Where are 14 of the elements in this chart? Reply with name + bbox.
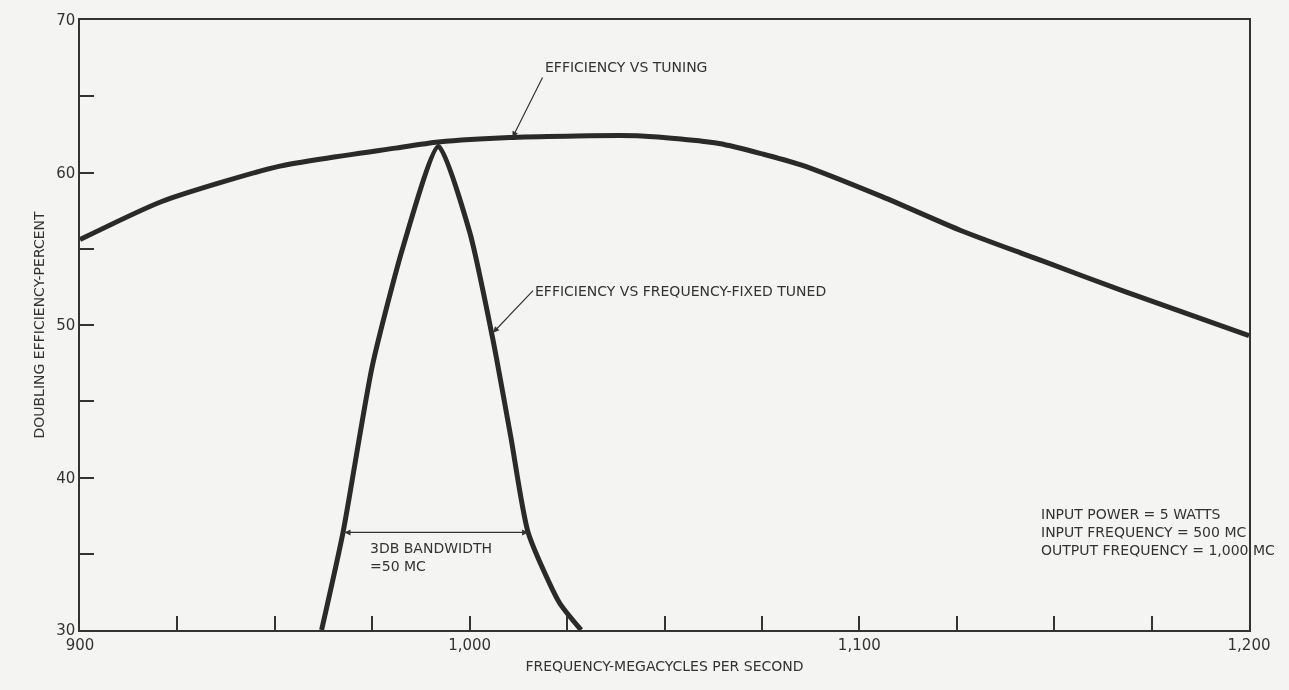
x-tick-label: 1,100: [837, 635, 881, 654]
annotation: EFFICIENCY VS FREQUENCY-FIXED TUNED: [535, 283, 827, 299]
y-axis-title: DOUBLING EFFICIENCY-PERCENT: [31, 211, 48, 439]
y-tick-label: 70: [56, 11, 76, 30]
y-tick-label: 50: [56, 316, 76, 335]
x-tick-label: 1,200: [1227, 635, 1271, 654]
x-tick-label: 900: [65, 635, 95, 654]
y-tick-label: 40: [56, 468, 76, 487]
x-axis-title: FREQUENCY-MEGACYCLES PER SECOND: [525, 657, 804, 674]
annotation: 3DB BANDWIDTH =50 MC: [370, 540, 493, 575]
annotation: EFFICIENCY VS TUNING: [545, 59, 708, 75]
y-tick-label: 60: [56, 163, 76, 182]
annotation: INPUT POWER = 5 WATTS INPUT FREQUENCY = 500 MC OUTPUT FREQUENCY = 1,000 MC: [1041, 506, 1276, 559]
x-tick-label: 1,000: [448, 635, 492, 654]
